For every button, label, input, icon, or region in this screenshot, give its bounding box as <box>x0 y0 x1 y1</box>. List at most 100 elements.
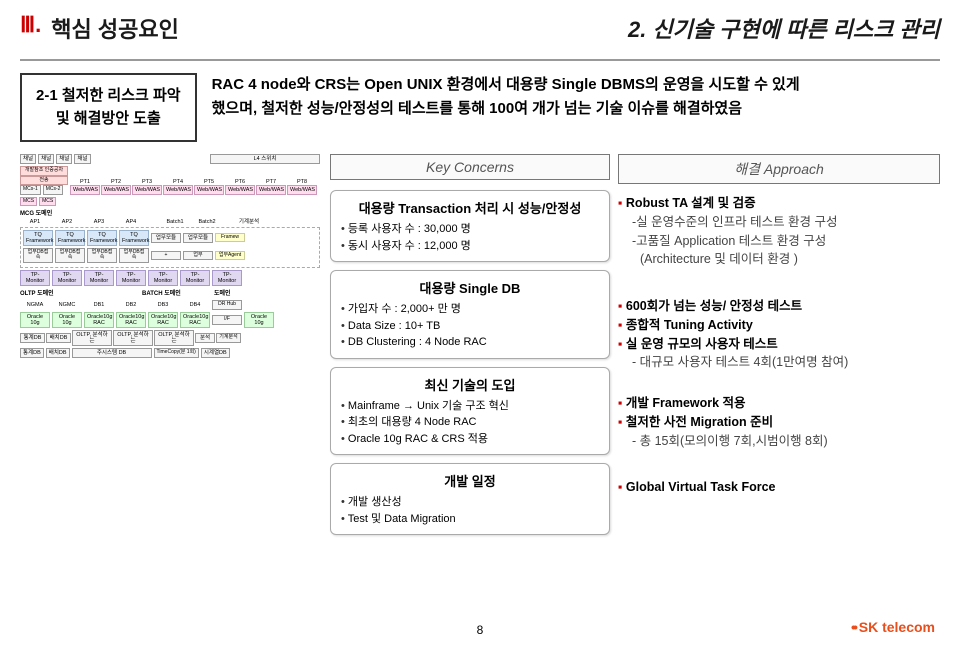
arch-backup: 기계분석 <box>216 333 241 343</box>
approach-header: 해결 Approach <box>618 154 940 184</box>
arch-tq: TQ Framework <box>119 230 149 246</box>
arch-oltp: OLTP, 분석하는 <box>113 330 153 346</box>
arch-stat-db: 통계DB <box>20 348 44 358</box>
card-title: 대용량 Single DB <box>341 278 599 297</box>
approach-sub: - 총 15회(모의이행 7회,시범이행 8회) <box>618 432 940 451</box>
arch-auth: 개발참조 인증공차 <box>20 166 68 176</box>
card-item: Test 및 Data Migration <box>341 511 599 528</box>
arch-main-db: 주시스템 DB <box>72 348 152 358</box>
arch-db: 업무DB접속 <box>55 248 85 263</box>
arch-drhub: DR Hub <box>212 300 242 310</box>
arch-was: Web/WAS <box>194 185 224 195</box>
concerns-header: Key Concerns <box>330 154 610 180</box>
desc-line2: 했으며, 철저한 성능/안정성의 테스트를 통해 100여 개가 넘는 기술 이… <box>212 97 940 121</box>
approach-head: 종합적 Tuning Activity <box>618 316 940 335</box>
top-row: 2-1 철저한 리스크 파악 및 해결방안 도출 RAC 4 node와 CRS… <box>20 73 940 142</box>
arch-ap: AP1 <box>20 219 50 225</box>
card-item: 가입자 수 : 2,000+ 만 명 <box>341 301 599 318</box>
page-number: 8 <box>0 623 960 637</box>
arch-was: Web/WAS <box>132 185 162 195</box>
arch-batch-title: BATCH 도메인 <box>142 291 212 298</box>
arch-oltp-title: OLTP 도메인 <box>20 291 140 298</box>
arch-was: Web/WAS <box>225 185 255 195</box>
arch-oracle: Oracle 10g <box>52 312 82 328</box>
desc-line1: RAC 4 node와 CRS는 Open UNIX 환경에서 대용량 Sing… <box>212 73 940 97</box>
concern-card-schedule: 개발 일정 개발 생산성Test 및 Data Migration <box>330 463 610 535</box>
approach-robust-ta: Robust TA 설계 및 검증 -실 운영수준의 인프라 테스트 환경 구성… <box>618 194 940 269</box>
summary-box: 2-1 철저한 리스크 파악 및 해결방안 도출 <box>20 73 197 142</box>
arch-rac: Oracle10g RAC <box>148 312 178 328</box>
arch-agent: 업무Agent <box>215 251 245 261</box>
arch-rac: Oracle10g RAC <box>116 312 146 328</box>
card-item: Data Size : 10+ TB <box>341 318 599 335</box>
arch-was: Web/WAS <box>70 185 100 195</box>
concern-card-transaction: 대용량 Transaction 처리 시 성능/안정성 등록 사용자 수 : 3… <box>330 190 610 262</box>
arch-send: 전송 <box>20 176 68 186</box>
arch-was: Web/WAS <box>101 185 131 195</box>
header-roman: Ⅲ. <box>20 12 41 44</box>
arch-ap: Batch1 <box>160 219 190 225</box>
card-title: 개발 일정 <box>341 471 599 490</box>
concern-card-singledb: 대용량 Single DB 가입자 수 : 2,000+ 만 명Data Siz… <box>330 270 610 359</box>
arch-was: Web/WAS <box>163 185 193 195</box>
arch-ng: DB3 <box>148 302 178 308</box>
arch-if: I/F <box>212 315 242 325</box>
approach-sub: (Architecture 및 데이터 환경 ) <box>618 250 940 269</box>
arch-channel: 채널 <box>56 154 72 164</box>
approach-framework: 개발 Framework 적용 철저한 사전 Migration 준비 - 총 … <box>618 394 940 450</box>
arch-mod: 업무 <box>183 251 213 261</box>
arch-tp: TP-Monitor <box>180 270 210 286</box>
logo-icon: •• <box>851 619 855 635</box>
arch-db: 업무DB접속 <box>87 248 117 263</box>
arch-ap: Batch2 <box>192 219 222 225</box>
approach-sub: -고품질 Application 테스트 환경 구성 <box>618 232 940 251</box>
arch-mcs: MCs-1 <box>20 185 41 195</box>
card-item: 최초의 대용량 4 Node RAC <box>341 414 599 431</box>
arch-rac: Oracle10g RAC <box>84 312 114 328</box>
arch-was: Web/WAS <box>256 185 286 195</box>
arch-tp: TP-Monitor <box>52 270 82 286</box>
arch-oltp: OLTP, 분석하는 <box>72 330 112 346</box>
arch-oracle: Oracle 10g <box>244 312 274 328</box>
approach-head: Global Virtual Task Force <box>618 478 940 497</box>
arch-tp: TP-Monitor <box>148 270 178 286</box>
card-title: 최신 기술의 도입 <box>341 375 599 394</box>
arch-was: Web/WAS <box>287 185 317 195</box>
summary-line1: 2-1 철저한 리스크 파악 <box>36 85 181 108</box>
arch-ng: DB2 <box>116 302 146 308</box>
arch-batch-db: 배치DB <box>46 348 70 358</box>
approach-testing: 600회가 넘는 성능/ 안정성 테스트 종합적 Tuning Activity… <box>618 297 940 372</box>
arch-db-s: 통계DB <box>20 333 45 343</box>
header-title-left: 핵심 성공요인 <box>51 12 179 44</box>
arch-tp: TP-Monitor <box>20 270 50 286</box>
approach-head: 개발 Framework 적용 <box>618 394 940 413</box>
approach-global-tf: Global Virtual Task Force <box>618 478 940 497</box>
right-columns: Key Concerns 대용량 Transaction 처리 시 성능/안정성… <box>330 154 940 543</box>
approach-sub: -실 운영수준의 인프라 테스트 환경 구성 <box>618 213 940 232</box>
logo-text: SK telecom <box>859 619 935 635</box>
arch-tp: TP-Monitor <box>212 270 242 286</box>
arch-mcs: MCS <box>39 197 56 207</box>
arch-ap: AP2 <box>52 219 82 225</box>
arch-tp: TP-Monitor <box>84 270 114 286</box>
sk-logo: •• SK telecom <box>851 619 935 635</box>
arch-ap: AP4 <box>116 219 146 225</box>
arch-ng: NGMC <box>52 302 82 308</box>
approach-column: 해결 Approach Robust TA 설계 및 검증 -실 운영수준의 인… <box>618 154 940 543</box>
header-title-right: 2. 신기술 구현에 따른 리스크 관리 <box>628 12 940 44</box>
approach-head: 600회가 넘는 성능/ 안정성 테스트 <box>618 297 940 316</box>
arch-fw: Framew <box>215 233 245 243</box>
approach-sub: - 대규모 사용자 테스트 4회(1만여명 참여) <box>618 353 940 372</box>
arch-ng: DB4 <box>180 302 210 308</box>
description: RAC 4 node와 CRS는 Open UNIX 환경에서 대용량 Sing… <box>212 73 940 142</box>
summary-line2: 및 해결방안 도출 <box>36 108 181 131</box>
arch-pm: 업무모듈 <box>183 233 213 243</box>
card-item: Mainframe → Unix 기술 구조 혁신 <box>341 398 599 415</box>
arch-ap: 기계분석 <box>234 219 264 225</box>
arch-channel: 채널 <box>38 154 54 164</box>
approach-head: 실 운영 규모의 사용자 테스트 <box>618 335 940 354</box>
arch-ap: AP3 <box>84 219 114 225</box>
arch-oracle: Oracle 10g <box>20 312 50 328</box>
architecture-diagram: 채널 채널 채널 채널 L4 스위치 개발참조 인증공차 전송 MCs-1MCs… <box>20 154 320 543</box>
card-item: 개발 생산성 <box>341 494 599 511</box>
